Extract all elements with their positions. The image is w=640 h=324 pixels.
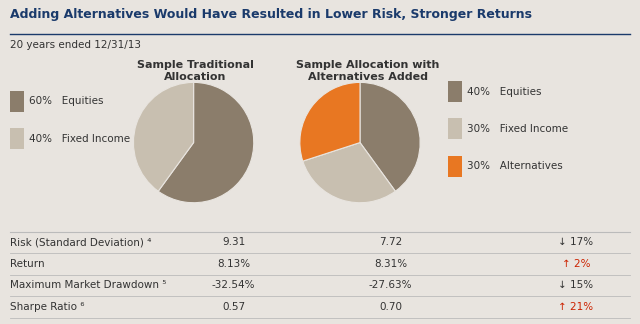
Wedge shape [360,82,420,191]
Text: 8.31%: 8.31% [374,259,407,269]
Text: ↓ 17%: ↓ 17% [559,237,593,248]
Text: 0.57: 0.57 [222,302,245,312]
Text: 30%   Fixed Income: 30% Fixed Income [467,124,568,134]
Text: 7.72: 7.72 [379,237,402,248]
Text: 0.70: 0.70 [379,302,402,312]
Text: 40%   Fixed Income: 40% Fixed Income [29,133,130,144]
Text: Sample Traditional
Allocation: Sample Traditional Allocation [137,60,253,82]
Text: -32.54%: -32.54% [212,280,255,290]
Text: Return: Return [10,259,44,269]
Wedge shape [300,82,360,161]
Text: ↓ 15%: ↓ 15% [559,280,593,290]
Wedge shape [158,82,253,203]
Text: Risk (Standard Deviation) ⁴: Risk (Standard Deviation) ⁴ [10,237,151,248]
Text: -27.63%: -27.63% [369,280,412,290]
Text: Adding Alternatives Would Have Resulted in Lower Risk, Stronger Returns: Adding Alternatives Would Have Resulted … [10,8,532,21]
Text: ↑ 21%: ↑ 21% [559,302,593,312]
Text: 8.13%: 8.13% [217,259,250,269]
Text: 20 years ended 12/31/13: 20 years ended 12/31/13 [10,40,141,51]
Text: Maximum Market Drawdown ⁵: Maximum Market Drawdown ⁵ [10,280,166,290]
Text: Sample Allocation with
Alternatives Added: Sample Allocation with Alternatives Adde… [296,60,440,82]
Text: ↑ 2%: ↑ 2% [562,259,590,269]
Text: 60%   Equities: 60% Equities [29,96,103,106]
Text: 40%   Equities: 40% Equities [467,87,541,97]
Text: Sharpe Ratio ⁶: Sharpe Ratio ⁶ [10,302,84,312]
Wedge shape [303,143,396,203]
Text: 9.31: 9.31 [222,237,245,248]
Text: 30%   Alternatives: 30% Alternatives [467,161,563,171]
Wedge shape [134,82,194,191]
